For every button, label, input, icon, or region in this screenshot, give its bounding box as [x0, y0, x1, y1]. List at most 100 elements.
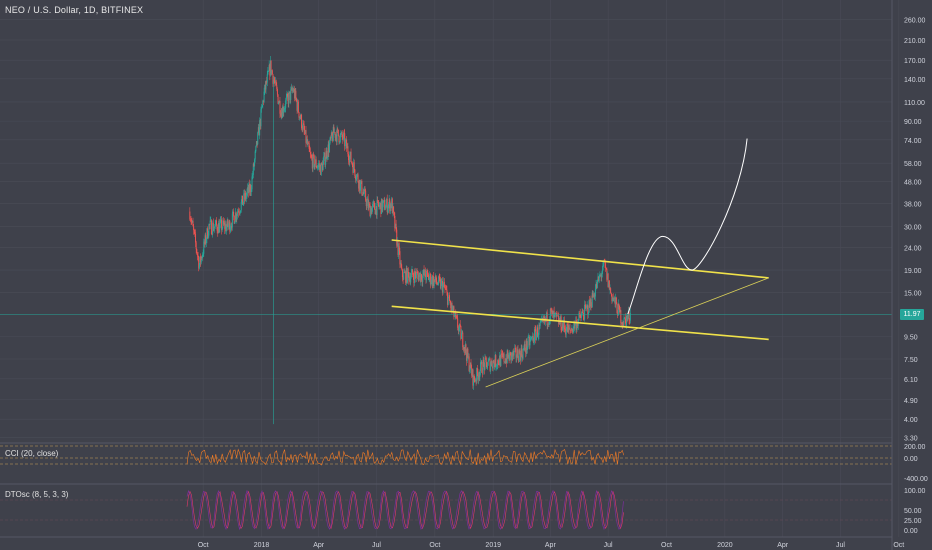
- candle-body: [203, 241, 205, 245]
- candle-body: [548, 321, 550, 325]
- cci-tick-label: 0.00: [904, 456, 918, 463]
- candle-body: [591, 292, 593, 308]
- candle-body: [491, 360, 493, 367]
- candle-body: [554, 313, 556, 315]
- time-tick-label: Jul: [836, 542, 845, 549]
- candle-body: [564, 327, 566, 329]
- candle-body: [470, 362, 472, 369]
- candle-body: [514, 348, 516, 349]
- candle-body: [196, 249, 198, 254]
- price-axis[interactable]: 260.00 210.00 170.00 140.00 110.00 90.00 74.00…: [891, 0, 928, 550]
- candle-body: [223, 222, 225, 225]
- candle-body: [547, 323, 549, 325]
- candle-body: [437, 284, 439, 285]
- candle-body: [285, 100, 287, 109]
- candle-body: [396, 229, 398, 246]
- candle-body: [543, 316, 545, 322]
- price-tick-label: 15.00: [904, 291, 922, 298]
- candle-body: [226, 226, 228, 232]
- candle-body: [340, 133, 342, 135]
- time-tick-label: Oct: [429, 542, 440, 549]
- candle-body: [592, 292, 594, 298]
- dtosc-slow-line: [186, 490, 624, 530]
- candle-body: [257, 127, 259, 133]
- candle-body: [254, 159, 256, 167]
- rising-trendline: [485, 277, 769, 388]
- candle-body: [231, 225, 233, 228]
- candle-body: [348, 160, 350, 163]
- candle-body: [255, 146, 257, 152]
- candle-body: [225, 224, 227, 232]
- candle-body: [338, 135, 340, 143]
- cci-line: [186, 448, 625, 466]
- candle-body: [207, 235, 209, 239]
- candle-body: [577, 323, 579, 326]
- candle-body: [457, 327, 459, 331]
- candle-body: [622, 324, 624, 327]
- candle-body: [297, 101, 299, 113]
- candle-body: [194, 231, 196, 234]
- candle-body: [488, 359, 490, 361]
- candle-body: [366, 200, 368, 207]
- price-tick-label: 6.10: [904, 377, 918, 384]
- candle-body: [268, 64, 270, 71]
- candle-body: [554, 313, 556, 315]
- candle-body: [521, 348, 523, 356]
- candle-body: [358, 179, 360, 189]
- candle-body: [538, 324, 540, 335]
- candle-body: [503, 353, 505, 362]
- candle-body: [466, 348, 468, 361]
- candle-body: [581, 311, 583, 315]
- candle-body: [389, 199, 391, 212]
- candle-body: [582, 312, 584, 317]
- candle-body: [377, 200, 379, 201]
- candle-body: [240, 201, 242, 211]
- candle-body: [443, 281, 445, 285]
- dtosc-label[interactable]: DTOsc (8, 5, 3, 3): [5, 490, 69, 499]
- candle-body: [280, 113, 282, 116]
- candle-body: [227, 219, 229, 228]
- candle-body: [334, 132, 336, 138]
- time-axis[interactable]: Oct 2018 Apr Jul Oct 2019 Apr Jul Oct 2020 Apr Jul O…: [198, 542, 905, 549]
- candle-body: [282, 106, 284, 113]
- candle-body: [353, 162, 355, 173]
- candle-body: [247, 187, 249, 192]
- candle-body: [210, 220, 212, 235]
- candle-body: [429, 273, 431, 285]
- price-tick-label: 38.00: [904, 202, 922, 209]
- candle-body: [464, 347, 466, 351]
- candle-body: [537, 327, 539, 337]
- candle-body: [318, 164, 320, 166]
- candle-body: [599, 275, 601, 276]
- candle-body: [222, 220, 224, 225]
- time-tick-label: 2020: [717, 542, 733, 549]
- candle-body: [243, 193, 245, 200]
- candle-body: [324, 152, 326, 165]
- candle-body: [384, 208, 386, 210]
- candle-body: [337, 128, 339, 130]
- drawings[interactable]: [391, 138, 769, 388]
- candle-body: [299, 116, 301, 118]
- candle-body: [271, 70, 273, 74]
- candle-body: [510, 352, 512, 360]
- candle-body: [339, 142, 341, 143]
- candle-body: [568, 327, 570, 330]
- candle-body: [596, 280, 598, 288]
- candle-body: [193, 226, 195, 231]
- candle-body: [460, 333, 462, 339]
- candle-body: [275, 80, 277, 83]
- candle-body: [558, 319, 560, 325]
- candle-body: [384, 199, 386, 210]
- candle-body: [598, 275, 600, 281]
- candle-body: [427, 272, 429, 275]
- candle-body: [619, 310, 621, 313]
- candle-body: [221, 227, 223, 231]
- price-tick-label: 260.00: [904, 18, 926, 25]
- candle-body: [290, 87, 292, 90]
- cci-label[interactable]: CCI (20, close): [5, 449, 59, 458]
- candle-body: [360, 180, 362, 183]
- candle-body: [233, 215, 235, 224]
- candle-body: [407, 268, 409, 274]
- candle-body: [532, 336, 534, 337]
